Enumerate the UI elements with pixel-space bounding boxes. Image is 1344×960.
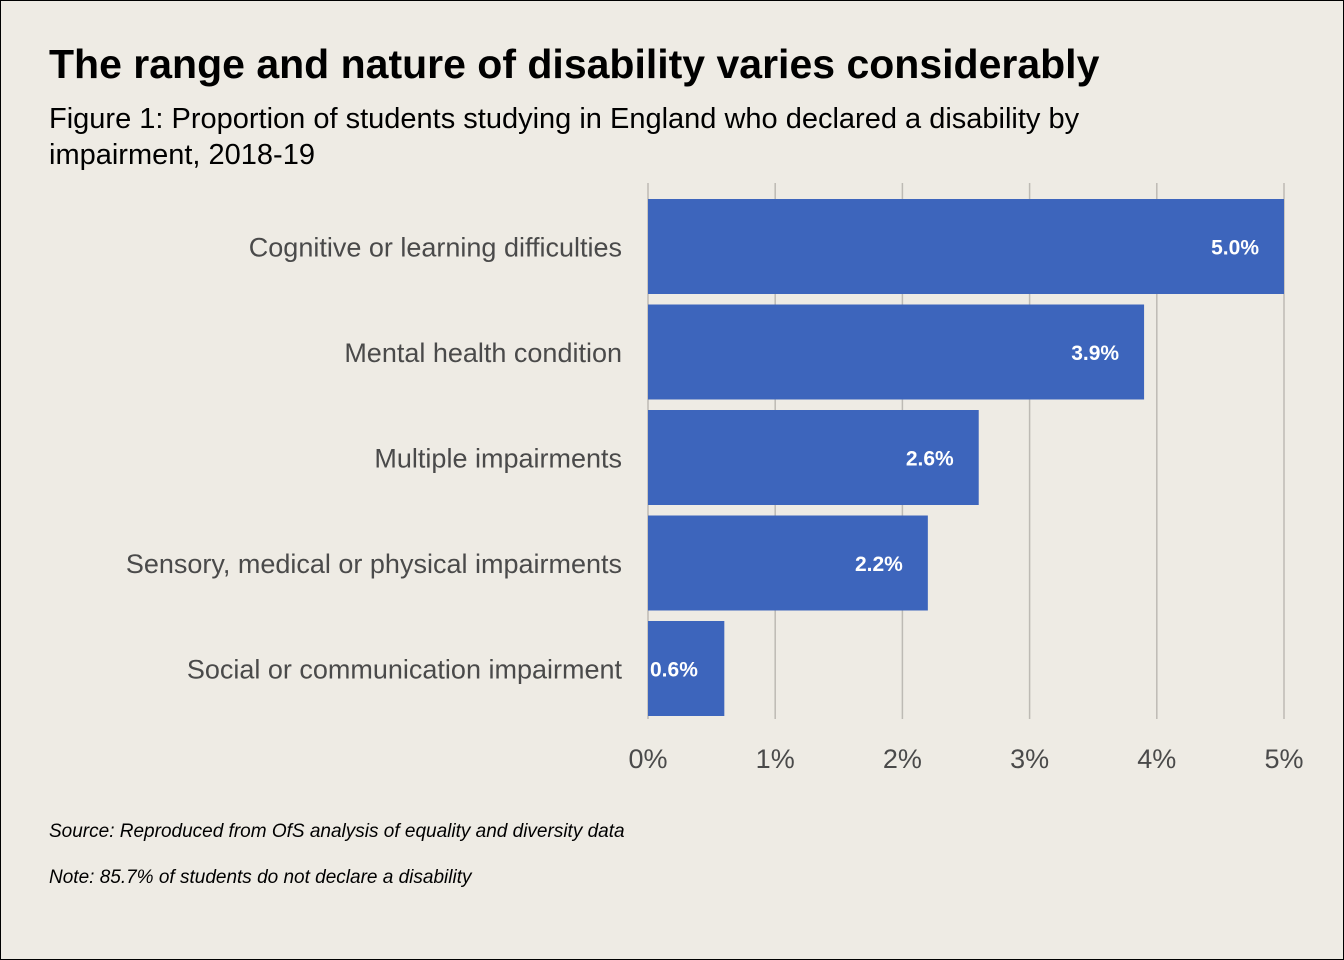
bar-2 xyxy=(648,410,979,505)
x-tick-label-0: 0% xyxy=(628,744,667,774)
value-label-2: 2.6% xyxy=(906,448,954,471)
category-label-2: Multiple impairments xyxy=(374,444,622,474)
x-tick-label-1: 1% xyxy=(756,744,795,774)
bar-3 xyxy=(648,515,928,611)
category-label-4: Social or communication impairment xyxy=(187,655,623,685)
source-note: Source: Reproduced from OfS analysis of … xyxy=(49,821,625,842)
value-label-3: 2.2% xyxy=(855,553,903,576)
value-label-0: 5.0% xyxy=(1211,237,1259,260)
chart-title: The range and nature of disability varie… xyxy=(49,41,1100,87)
bar-4 xyxy=(648,621,725,716)
x-tick-label-2: 2% xyxy=(883,744,922,774)
value-label-1: 3.9% xyxy=(1071,342,1119,365)
bar-1 xyxy=(648,304,1145,400)
bar-0 xyxy=(648,199,1284,294)
x-tick-label-5: 5% xyxy=(1264,744,1303,774)
category-label-1: Mental health condition xyxy=(344,338,622,368)
value-label-4: 0.6% xyxy=(650,659,698,682)
x-tick-label-4: 4% xyxy=(1137,744,1176,774)
category-label-0: Cognitive or learning difficulties xyxy=(249,233,622,263)
x-tick-label-3: 3% xyxy=(1010,744,1049,774)
category-label-3: Sensory, medical or physical impairments xyxy=(126,549,622,579)
chart-subtitle: Figure 1: Proportion of students studyin… xyxy=(49,103,1080,171)
footnote: Note: 85.7% of students do not declare a… xyxy=(49,867,472,888)
